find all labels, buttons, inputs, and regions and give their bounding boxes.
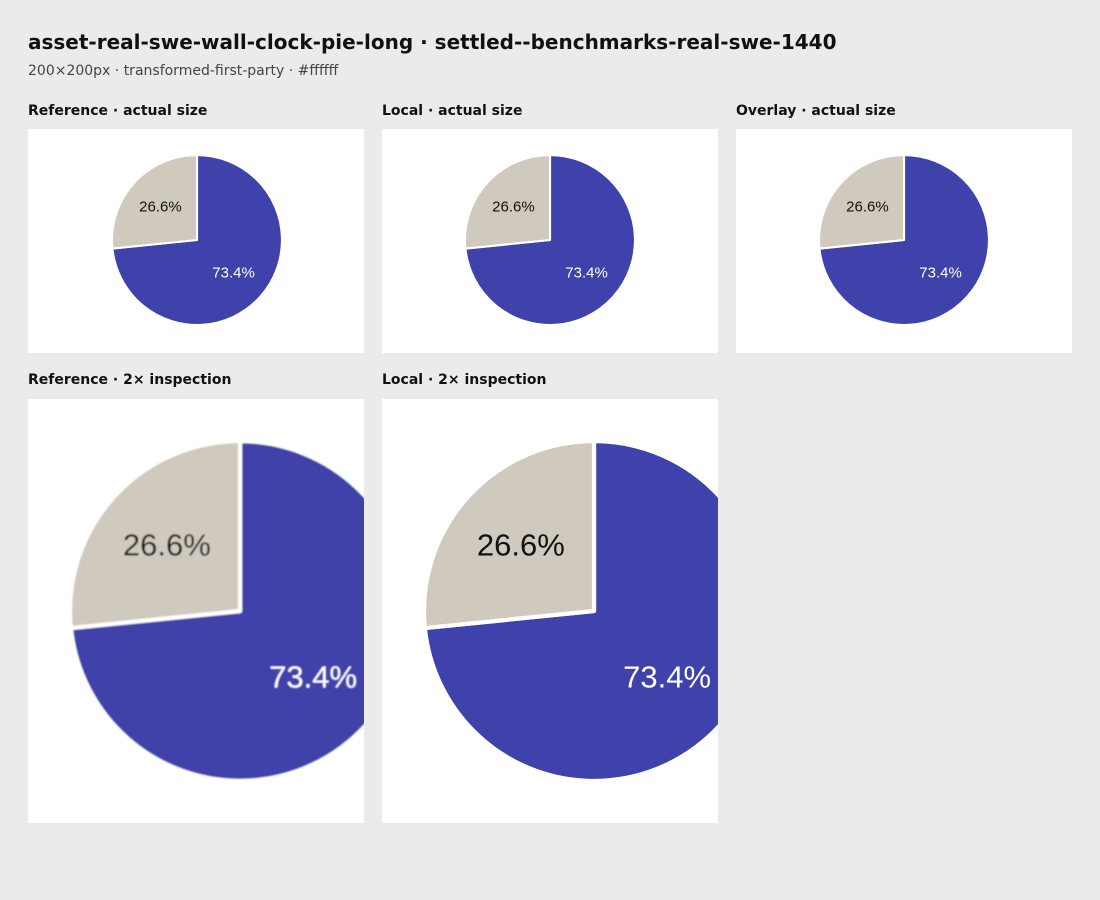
reference-actual-panel: Reference · actual size 73.4% 26.6% (28, 103, 364, 353)
pie-slice-label: 73.4% (269, 660, 357, 695)
panel-label: Reference · actual size (28, 103, 208, 119)
pie-chart: 73.4% 26.6% (817, 153, 991, 327)
pie-slice-label: 26.6% (846, 198, 889, 215)
page-subtitle: 200×200px · transformed-first-party · #f… (28, 63, 339, 79)
reference-2x-panel: Reference · 2× inspection 73.4% 26.6% (28, 372, 364, 823)
pie-canvas: 73.4% 26.6% (28, 129, 364, 353)
local-2x-panel: Local · 2× inspection 73.4% 26.6% (382, 372, 718, 823)
pie-slice-label: 73.4% (919, 265, 962, 282)
panel-label: Local · actual size (382, 103, 523, 119)
pie-chart: 73.4% 26.6% (463, 153, 637, 327)
pie-canvas: 73.4% 26.6% (382, 129, 718, 353)
pie-chart: 73.4% 26.6% (67, 438, 364, 784)
pie-slice-label: 26.6% (139, 198, 182, 215)
page-title: asset-real-swe-wall-clock-pie-long · set… (28, 30, 837, 54)
pie-chart: 73.4% 26.6% (421, 438, 718, 784)
pie-slice-label: 73.4% (565, 265, 608, 282)
pie-slice (422, 438, 718, 784)
pie-slice (463, 153, 552, 250)
pie-chart: 73.4% 26.6% (110, 153, 284, 327)
panel-label: Reference · 2× inspection (28, 372, 232, 388)
pie-slice (110, 153, 199, 250)
pie-slice-label: 26.6% (492, 198, 535, 215)
pie-slice (421, 438, 597, 631)
pie-canvas: 73.4% 26.6% (28, 399, 364, 823)
pie-canvas: 73.4% 26.6% (736, 129, 1072, 353)
pie-slice-label: 73.4% (623, 660, 711, 695)
pie-slice-label: 26.6% (123, 527, 211, 562)
panel-label: Local · 2× inspection (382, 372, 547, 388)
pie-canvas: 73.4% 26.6% (382, 399, 718, 823)
pie-slice-label: 73.4% (212, 265, 255, 282)
pie-slice (67, 438, 243, 631)
pie-slice (68, 438, 364, 784)
pie-slice (817, 153, 906, 250)
pie-slice-label: 26.6% (477, 527, 565, 562)
panel-label: Overlay · actual size (736, 103, 896, 119)
overlay-actual-panel: Overlay · actual size 73.4% 26.6% (736, 103, 1072, 353)
local-actual-panel: Local · actual size 73.4% 26.6% (382, 103, 718, 353)
